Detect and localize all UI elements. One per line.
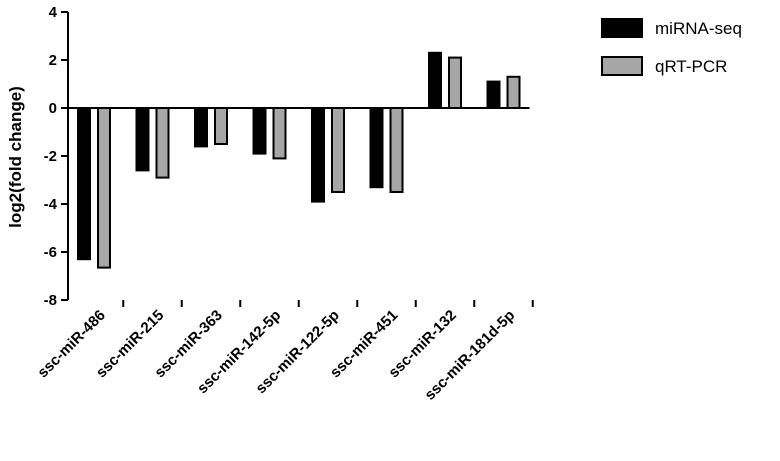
y-tick-label: -8 [44, 292, 57, 309]
bar-mirna-seq [194, 107, 208, 148]
legend: miRNA-seq qRT-PCR [601, 18, 742, 76]
bar-mirna-seq [428, 51, 442, 109]
bar-qrt-pcr [506, 75, 521, 110]
bar-qrt-pcr [448, 56, 462, 109]
legend-label: qRT-PCR [655, 57, 727, 76]
y-tick-label: -4 [44, 196, 58, 213]
y-tick-label: 2 [49, 52, 57, 69]
legend-swatch [601, 18, 643, 38]
bar-qrt-pcr [97, 107, 111, 269]
bar-mirna-seq [135, 107, 150, 172]
legend-swatch [601, 56, 643, 76]
bar-qrt-pcr [155, 107, 170, 179]
bar-qrt-pcr [214, 107, 228, 145]
y-tick-label: -6 [44, 244, 57, 261]
y-axis-title: log2(fold change) [6, 86, 25, 228]
y-tick-label: 4 [49, 4, 58, 21]
bar-mirna-seq [486, 80, 501, 109]
legend-label: miRNA-seq [655, 19, 742, 38]
bar-mirna-seq [77, 107, 91, 261]
bar-qrt-pcr [331, 107, 345, 193]
y-axis: 4 2 0 -2 -4 -6 -8 [44, 4, 69, 309]
y-tick-label: -2 [44, 148, 57, 165]
bar-qrt-pcr [389, 107, 404, 193]
bar-mirna-seq [369, 107, 384, 189]
y-tick-label: 0 [49, 100, 57, 117]
bar-mirna-seq [311, 107, 325, 203]
bars [77, 51, 521, 269]
bar-qrt-pcr [272, 107, 287, 160]
bar-mirna-seq [252, 107, 267, 155]
